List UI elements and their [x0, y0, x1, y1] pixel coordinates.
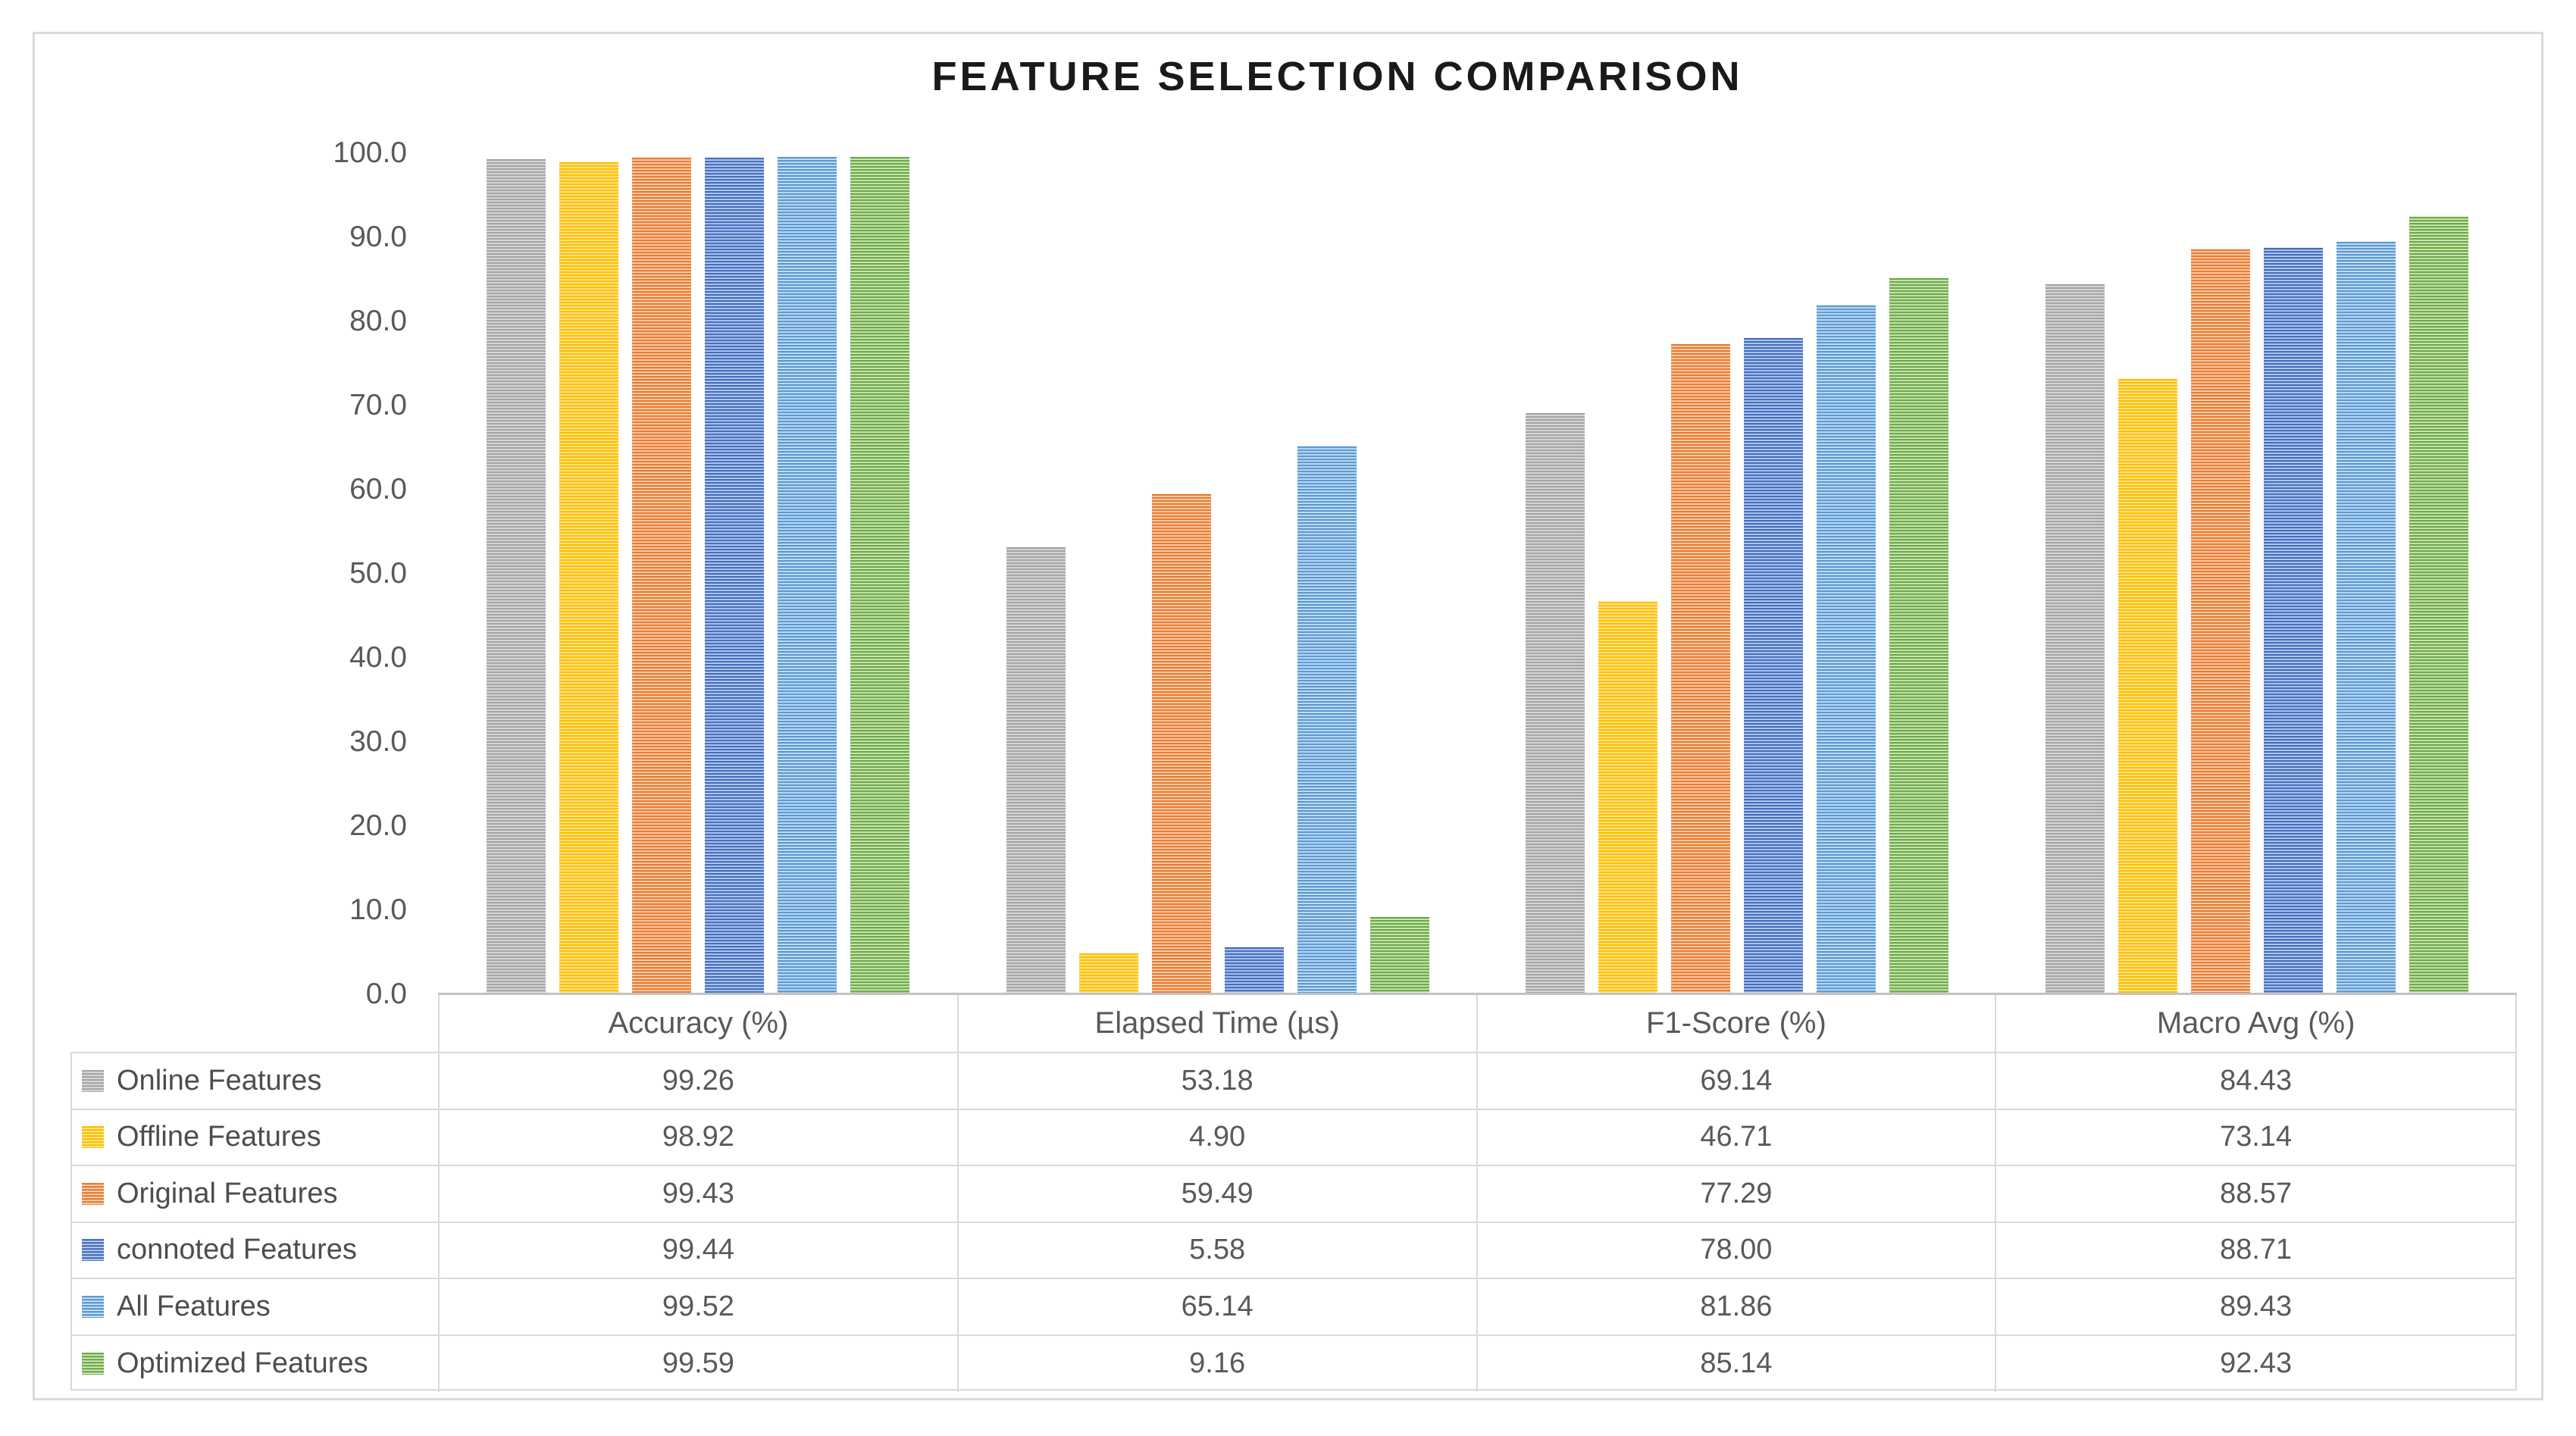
series-label: Offline Features	[117, 1121, 321, 1153]
value-cell: 88.57	[1996, 1166, 2515, 1223]
value-cell: 89.43	[1996, 1279, 2515, 1336]
bar	[2191, 249, 2250, 994]
legend-color-swatch	[82, 1126, 104, 1149]
bar	[1744, 338, 1803, 994]
y-axis-tick-label: 20.0	[349, 809, 407, 842]
bar	[632, 158, 691, 994]
series-label: All Features	[117, 1290, 271, 1322]
y-axis-tick-label: 60.0	[349, 473, 407, 505]
y-axis-tick-label: 80.0	[349, 305, 407, 337]
bar	[2118, 379, 2177, 994]
bar	[850, 157, 909, 994]
value-cell: 88.71	[1996, 1223, 2515, 1279]
legend-color-swatch	[82, 1295, 104, 1318]
value-cell: 59.49	[958, 1166, 1478, 1223]
legend-cell: All Features	[72, 1279, 440, 1336]
value-cell: 78.00	[1477, 1222, 1997, 1279]
series-label: Optimized Features	[117, 1347, 368, 1380]
value-cell: 99.52	[440, 1279, 959, 1336]
legend-color-swatch	[82, 1239, 104, 1262]
value-cell: 9.16	[959, 1335, 1478, 1392]
bar	[559, 162, 618, 994]
y-axis-tick-label: 50.0	[349, 557, 407, 590]
bar	[778, 157, 837, 994]
y-axis-tick-label: 30.0	[349, 725, 407, 758]
bar	[1671, 344, 1730, 994]
bar	[2045, 284, 2105, 994]
series-label: Online Features	[117, 1064, 322, 1097]
value-cell: 46.71	[1477, 1109, 1997, 1166]
category-header: F1-Score (%)	[1478, 995, 1997, 1052]
legend-cell: Offline Features	[72, 1109, 440, 1166]
y-axis-tick-label: 90.0	[349, 221, 407, 253]
bar	[2264, 248, 2323, 994]
y-axis-tick-label: 100.0	[333, 136, 407, 169]
y-axis-tick-label: 0.0	[365, 978, 407, 1010]
bar	[1598, 602, 1657, 994]
y-axis-tick-label: 40.0	[349, 641, 407, 674]
category-header: Macro Avg (%)	[2156, 1006, 2355, 1040]
legend-color-swatch	[82, 1182, 104, 1205]
value-cell: 73.14	[1996, 1110, 2515, 1166]
series-label: connoted Features	[117, 1234, 357, 1266]
bar	[705, 158, 764, 994]
bar	[2337, 242, 2396, 994]
bar	[2409, 217, 2468, 994]
bar	[1152, 494, 1211, 994]
value-cell: 98.92	[440, 1109, 959, 1166]
bar	[1526, 413, 1585, 994]
x-axis-line	[438, 993, 2517, 995]
value-cell: 99.43	[440, 1166, 959, 1223]
value-cell: 92.43	[2220, 1347, 2293, 1380]
value-cell: 99.44	[440, 1222, 959, 1279]
category-header-row: Accuracy (%) Elapsed Time (µs) F1-Score (%…	[438, 995, 2517, 1052]
value-cell: 65.14	[958, 1279, 1478, 1336]
bar	[1079, 953, 1138, 994]
bar	[1006, 547, 1066, 994]
value-cell: 85.14	[1478, 1335, 1997, 1392]
value-cell: 53.18	[958, 1053, 1478, 1110]
value-cell: 99.59	[440, 1335, 959, 1392]
bar	[1297, 446, 1357, 994]
category-header: Elapsed Time (µs)	[959, 995, 1478, 1052]
legend-cell: Optimized Features	[72, 1335, 440, 1392]
value-cell: 77.29	[1477, 1166, 1997, 1223]
series-label: Original Features	[117, 1177, 338, 1209]
chart-title: FEATURE SELECTION COMPARISON	[931, 54, 1743, 99]
y-axis-tick-label: 70.0	[349, 389, 407, 421]
legend-cell: connoted Features	[72, 1222, 440, 1279]
bar	[487, 159, 546, 994]
value-cell: 4.90	[958, 1109, 1478, 1166]
value-cell: 81.86	[1477, 1279, 1997, 1336]
bar	[1817, 305, 1876, 994]
y-axis-tick-label: 10.0	[349, 893, 407, 926]
legend-cell: Original Features	[72, 1166, 440, 1223]
legend-color-swatch	[82, 1353, 104, 1375]
data-table: Online Features 99.26 53.18 69.14 84.43 Offli…	[70, 1052, 2517, 1392]
legend-cell: Online Features	[72, 1053, 440, 1110]
bar	[1225, 947, 1284, 994]
value-cell: 69.14	[1477, 1053, 1997, 1110]
legend-color-swatch	[82, 1069, 104, 1092]
bar	[1370, 917, 1429, 994]
value-cell: 99.26	[440, 1053, 959, 1110]
value-cell: 5.58	[958, 1222, 1478, 1279]
bar	[1889, 278, 1948, 994]
value-cell: 84.43	[1996, 1053, 2515, 1110]
category-header: Accuracy (%)	[440, 995, 959, 1052]
